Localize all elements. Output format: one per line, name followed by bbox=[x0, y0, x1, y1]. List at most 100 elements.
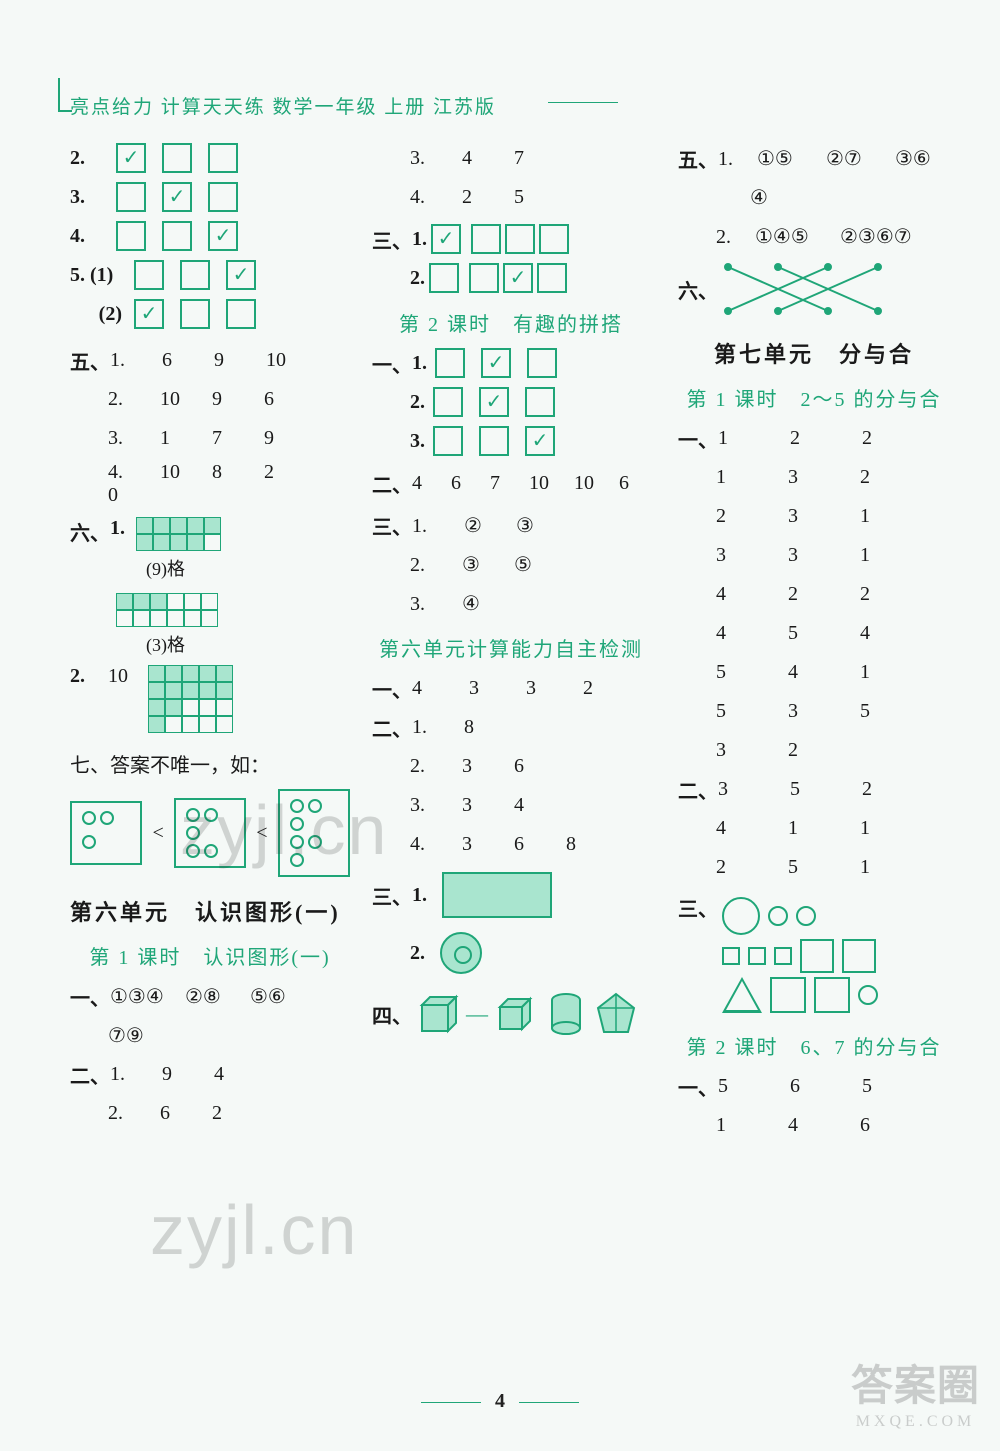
label: 5. (1) bbox=[70, 264, 126, 287]
cell: 4 bbox=[462, 147, 514, 170]
sphere-icon bbox=[594, 990, 638, 1038]
checkbox bbox=[537, 263, 567, 293]
cell: 3 bbox=[718, 778, 790, 801]
section-label: 二、 bbox=[372, 713, 412, 742]
matching-lines-icon bbox=[718, 259, 888, 319]
cell: 6 bbox=[860, 1114, 932, 1137]
cell: 2. bbox=[108, 388, 160, 411]
section-label: 六、 bbox=[678, 275, 718, 304]
cell: 2 bbox=[862, 778, 934, 801]
cell: 4. bbox=[108, 461, 160, 484]
rectangle-icon bbox=[442, 872, 552, 918]
checkbox bbox=[226, 299, 256, 329]
cell: 3 bbox=[716, 739, 788, 762]
cell: ④ bbox=[750, 185, 768, 210]
section-label: 二、 bbox=[372, 469, 412, 498]
section-label: 五、 bbox=[678, 144, 718, 173]
cell: 1 bbox=[716, 466, 788, 489]
cell: 2 bbox=[716, 505, 788, 528]
circle-icon bbox=[440, 932, 482, 974]
section-title: 第 1 课时 2～5 的分与合 bbox=[678, 383, 950, 412]
cell: 6 bbox=[514, 755, 566, 778]
section-label: 三、 bbox=[678, 893, 718, 922]
cell: 4 bbox=[788, 1114, 860, 1137]
watermark: zyjl.cn bbox=[150, 1190, 358, 1270]
checkbox bbox=[469, 263, 499, 293]
cell: 6 bbox=[162, 349, 214, 372]
label: 2. bbox=[70, 147, 108, 170]
cell: ①⑤ bbox=[757, 146, 821, 171]
cell: 3. bbox=[108, 427, 160, 450]
cell: 1 bbox=[860, 817, 932, 840]
cell: 5 bbox=[514, 186, 566, 209]
unit-title: 第六单元 认识图形(一) bbox=[70, 895, 350, 927]
cell: ③ bbox=[516, 513, 568, 538]
cell: 2 bbox=[860, 583, 932, 606]
cell: 3 bbox=[469, 677, 521, 700]
cell: 3 bbox=[788, 466, 860, 489]
cell: 1 bbox=[716, 1114, 788, 1137]
cell: 5 bbox=[860, 700, 932, 723]
grid-figure bbox=[116, 593, 218, 627]
grid-figure bbox=[136, 517, 221, 551]
cell: 3 bbox=[788, 505, 860, 528]
checkbox bbox=[435, 348, 465, 378]
section-label: 四、 bbox=[372, 1000, 412, 1029]
cell: 6 bbox=[790, 1075, 862, 1098]
cylinder-icon bbox=[546, 990, 586, 1038]
checkbox bbox=[479, 426, 509, 456]
label: 2. bbox=[410, 942, 440, 965]
section-seven-label: 七、答案不唯一，如： bbox=[70, 747, 350, 779]
cell: 1 bbox=[860, 661, 932, 684]
section-label: 五、 bbox=[70, 346, 110, 375]
cell: ②③⑥⑦ bbox=[840, 224, 912, 249]
caption: (9)格 bbox=[110, 555, 221, 581]
checkbox bbox=[116, 182, 146, 212]
cell: 10 bbox=[266, 349, 318, 372]
cell: 2. bbox=[410, 755, 462, 778]
brand-sub: MXQE.COM bbox=[851, 1413, 980, 1431]
answer-grid: 一、12213223133142245454153532 bbox=[678, 422, 950, 766]
section-title: 第 2 课时 6、7 的分与合 bbox=[678, 1031, 950, 1060]
checkbox bbox=[208, 143, 238, 173]
cell: 5 bbox=[716, 661, 788, 684]
value: 10 bbox=[108, 665, 142, 688]
section-label: 六、 bbox=[70, 517, 110, 546]
checkbox: ✓ bbox=[134, 299, 164, 329]
cell: 1. bbox=[110, 349, 162, 372]
cell: 6 bbox=[619, 472, 649, 495]
checkbox bbox=[505, 224, 535, 254]
cell: ①③④ bbox=[110, 984, 180, 1009]
cell: 2 bbox=[790, 427, 862, 450]
cell: 4. bbox=[410, 833, 462, 856]
cell: 2 bbox=[788, 583, 860, 606]
cell: 2. bbox=[716, 226, 750, 249]
cell: 2 bbox=[212, 1102, 264, 1125]
section-title: 第六单元计算能力自主检测 bbox=[372, 633, 650, 662]
section-label: 三、 bbox=[372, 511, 412, 540]
section-label: 三、 bbox=[372, 881, 412, 910]
cuboid-icon bbox=[416, 991, 462, 1037]
section-label: 二、 bbox=[678, 775, 718, 804]
cell: 9 bbox=[214, 349, 266, 372]
cell: 3 bbox=[716, 544, 788, 567]
checkbox bbox=[180, 299, 210, 329]
columns: 2. ✓ 3. ✓ 4. ✓ 5. (1) ✓ (2) ✓ bbox=[70, 135, 950, 1148]
cell: 9 bbox=[162, 1063, 214, 1086]
section-title: 第 1 课时 认识图形(一) bbox=[70, 941, 350, 970]
cell: ⑦⑨ bbox=[108, 1023, 160, 1048]
label: 2. bbox=[70, 665, 108, 688]
cell: ①④⑤ bbox=[755, 224, 835, 249]
cell: 10 bbox=[160, 388, 212, 411]
cell: 5 bbox=[716, 700, 788, 723]
section-label: 一、 bbox=[372, 674, 412, 703]
cell: 7 bbox=[212, 427, 264, 450]
cell: 4 bbox=[716, 817, 788, 840]
column-3: 五、 1. ①⑤ ②⑦ ③⑥ ④ 2. ①④⑤ ②③⑥⑦ 六、 bbox=[650, 135, 950, 1148]
checkbox: ✓ bbox=[116, 143, 146, 173]
checkbox: ✓ bbox=[208, 221, 238, 251]
label: 1. bbox=[412, 884, 442, 907]
cell: 4 bbox=[860, 622, 932, 645]
checkbox bbox=[433, 387, 463, 417]
answer-grid: 一、565146 bbox=[678, 1070, 950, 1141]
